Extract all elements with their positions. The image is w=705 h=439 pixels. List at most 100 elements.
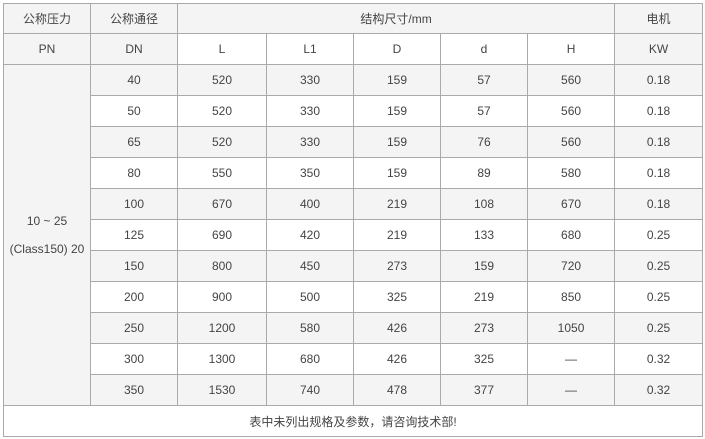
- table-cell: 0.25: [614, 250, 704, 282]
- table-row: 65 520 330 159 76 560 0.18: [4, 126, 704, 158]
- table-cell: —: [526, 374, 616, 406]
- table-cell: 1050: [526, 312, 616, 344]
- header-col-d: d: [440, 33, 528, 65]
- table-cell: 740: [266, 374, 354, 406]
- header-motor-unit: KW: [614, 33, 704, 65]
- pressure-line2: (Class150) 20: [9, 242, 85, 256]
- table-cell: 580: [266, 312, 354, 344]
- table-cell: 76: [440, 126, 528, 158]
- table-cell: 0.18: [614, 126, 704, 158]
- table-cell: 520: [177, 64, 267, 96]
- table-cell: 850: [526, 281, 616, 313]
- table-cell: 0.25: [614, 281, 704, 313]
- table-cell: 680: [266, 343, 354, 375]
- table-cell: 350: [90, 374, 178, 406]
- table-cell: 330: [266, 95, 354, 127]
- header-col-H: H: [526, 33, 616, 65]
- pressure-line1: 10 ~ 25: [26, 214, 68, 228]
- table-cell: 40: [90, 64, 178, 96]
- footer-note: 表中未列出规格及参数，请咨询技术部!: [2, 405, 704, 437]
- table-cell: 330: [266, 64, 354, 96]
- table-cell: 0.25: [614, 219, 704, 251]
- table-cell: 680: [526, 219, 616, 251]
- table-cell: 426: [353, 312, 441, 344]
- table-cell: 273: [440, 312, 528, 344]
- header-col-D: D: [353, 33, 441, 65]
- table-cell: 0.18: [614, 95, 704, 127]
- table-cell: 273: [353, 250, 441, 282]
- table-cell: 89: [440, 157, 528, 189]
- table-cell: 125: [90, 219, 178, 251]
- table-cell: 50: [90, 95, 178, 127]
- table-cell: 520: [177, 126, 267, 158]
- header-col-L1: L1: [266, 33, 354, 65]
- table-cell: 0.32: [614, 374, 704, 406]
- table-cell: 1200: [177, 312, 267, 344]
- table-row: 250 1200 580 426 273 1050 0.25: [4, 312, 704, 344]
- table-cell: 580: [526, 157, 616, 189]
- header-pn-unit: PN: [3, 33, 91, 65]
- header-pn-label: 公称压力: [3, 3, 91, 34]
- table-row: 150 800 450 273 159 720 0.25: [4, 250, 704, 282]
- table-cell: 80: [90, 157, 178, 189]
- table-cell: 330: [266, 126, 354, 158]
- table-cell: 350: [266, 157, 354, 189]
- table-cell: 325: [440, 343, 528, 375]
- table-cell: 133: [440, 219, 528, 251]
- table-cell: 159: [353, 126, 441, 158]
- table-row: 300 1300 680 426 325—0.32: [4, 343, 704, 375]
- table-cell: 159: [353, 157, 441, 189]
- table-row: 200 900 500 325 219 850 0.25: [4, 281, 704, 313]
- table-cell: 0.18: [614, 64, 704, 96]
- table-cell: 1530: [177, 374, 267, 406]
- table-cell: 159: [440, 250, 528, 282]
- header-dn-label: 公称通径: [90, 3, 178, 34]
- table-cell: 560: [526, 126, 616, 158]
- table-row: 80 550 350 159 89 580 0.18: [4, 157, 704, 189]
- table-cell: 65: [90, 126, 178, 158]
- table-cell: 900: [177, 281, 267, 313]
- table-cell: 800: [177, 250, 267, 282]
- pressure-cell: 10 ~ 25 (Class150) 20: [3, 64, 91, 406]
- table-cell: 200: [90, 281, 178, 313]
- table-cell: 159: [353, 95, 441, 127]
- header-motor-label: 电机: [614, 3, 704, 34]
- table-row: 10 ~ 25 (Class150) 20 40 520 330 159 57 560 0.18: [3, 64, 704, 406]
- table-row: 350 1530 740 478 377—0.32: [4, 374, 704, 406]
- header-col-L: L: [177, 33, 267, 65]
- table-cell: 670: [526, 188, 616, 220]
- table-cell: 325: [353, 281, 441, 313]
- table-cell: 0.32: [614, 343, 704, 375]
- table-cell: 560: [526, 64, 616, 96]
- table-cell: 450: [266, 250, 354, 282]
- table-cell: 0.25: [614, 312, 704, 344]
- table-cell: 670: [177, 188, 267, 220]
- table-cell: 219: [440, 281, 528, 313]
- table-row: 125 690 420 219 133 680 0.25: [4, 219, 704, 251]
- table-cell: —: [526, 343, 616, 375]
- table-cell: 300: [90, 343, 178, 375]
- table-cell: 57: [440, 64, 528, 96]
- table-cell: 150: [90, 250, 178, 282]
- table-cell: 400: [266, 188, 354, 220]
- table-cell: 57: [440, 95, 528, 127]
- footer-row: 表中未列出规格及参数，请咨询技术部!: [2, 405, 704, 437]
- spec-table: 公称压力 公称通径 结构尺寸/mm 电机 PN DN L L1 D d H KW…: [2, 3, 704, 437]
- table-cell: 1300: [177, 343, 267, 375]
- table-row: 100 670 400 219 108 670 0.18: [4, 188, 704, 220]
- table-cell: 0.18: [614, 157, 704, 189]
- table-cell: 500: [266, 281, 354, 313]
- table-cell: 550: [177, 157, 267, 189]
- table-cell: 219: [353, 219, 441, 251]
- table-cell: 426: [353, 343, 441, 375]
- table-cell: 108: [440, 188, 528, 220]
- table-cell: 420: [266, 219, 354, 251]
- table-cell: 0.18: [614, 188, 704, 220]
- table-cell: 250: [90, 312, 178, 344]
- table-cell: 560: [526, 95, 616, 127]
- table-cell: 159: [353, 64, 441, 96]
- table-cell: 219: [353, 188, 441, 220]
- table-cell: 478: [353, 374, 441, 406]
- table-cell: 520: [177, 95, 267, 127]
- header-dims-label: 结构尺寸/mm: [176, 3, 616, 34]
